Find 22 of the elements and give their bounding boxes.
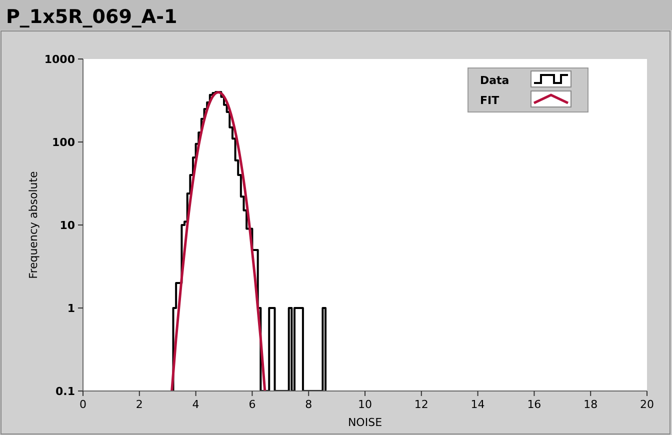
x-tick-label: 0 [80, 398, 86, 411]
x-tick-label: 2 [136, 398, 143, 411]
y-tick-label: 1000 [44, 53, 76, 66]
line-series [170, 90, 266, 391]
x-tick-label: 18 [584, 398, 598, 411]
y-tick-label: 1 [67, 302, 75, 315]
y-tick-label: 100 [52, 136, 76, 149]
legend-label: Data [480, 74, 510, 87]
x-tick-label: 6 [248, 398, 256, 411]
x-axis-title: NOISE [348, 416, 382, 429]
x-tick-label: 8 [305, 398, 312, 411]
x-tick-label: 14 [470, 398, 485, 411]
y-tick-label: 10 [60, 219, 76, 232]
y-axis-title: Frequency absolute [27, 170, 40, 279]
text: FIT [480, 94, 500, 107]
x-tick-label: 4 [192, 398, 200, 411]
x-tick-label: 12 [414, 398, 428, 411]
x-tick-label: 20 [640, 398, 654, 411]
chart-title: P_1x5R_069_A-1 [6, 6, 178, 28]
x-tick-label: 16 [527, 398, 542, 411]
y-tick-label: 0.1 [56, 385, 75, 398]
x-tick-label: 10 [358, 398, 372, 411]
